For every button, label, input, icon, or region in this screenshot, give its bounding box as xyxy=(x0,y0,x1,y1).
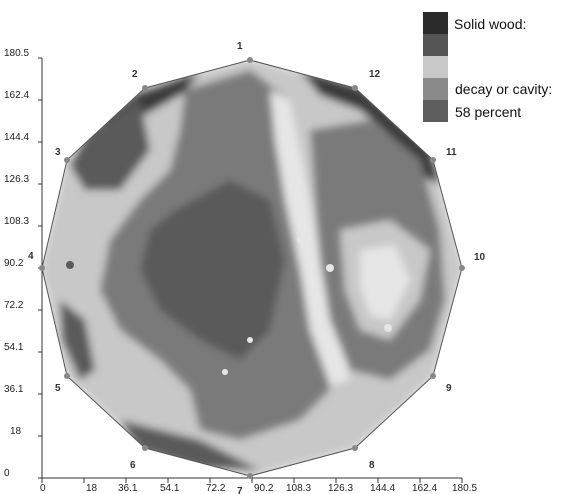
y-axis-ticks: 180.5 162.4 144.4 126.3 108.3 90.2 72.2 … xyxy=(4,48,42,479)
x-tick-label: 162.4 xyxy=(412,483,437,494)
legend-swatch xyxy=(423,12,448,34)
sensor-marker xyxy=(352,85,358,91)
sensor-label: 3 xyxy=(55,147,61,158)
sensor-marker xyxy=(247,57,253,63)
legend-swatch xyxy=(423,56,448,78)
sensor-labels: 1 2 3 4 5 6 7 8 9 10 11 12 xyxy=(28,41,486,494)
sensor-label: 12 xyxy=(369,69,381,80)
y-tick-label: 162.4 xyxy=(4,90,29,101)
sensor-marker xyxy=(64,157,70,163)
sensor-label: 7 xyxy=(237,486,243,494)
sensor-label: 1 xyxy=(237,41,243,52)
sensor-label: 11 xyxy=(446,147,457,158)
tomogram-cross-section xyxy=(42,60,462,476)
x-tick-label: 126.3 xyxy=(328,483,353,494)
sensor-marker xyxy=(39,265,45,271)
x-tick-label: 72.2 xyxy=(206,483,226,494)
sensor-markers xyxy=(39,57,465,479)
y-tick-label: 36.1 xyxy=(4,384,24,395)
legend-title: Solid wood: xyxy=(454,16,526,32)
y-tick-label: 90.2 xyxy=(4,258,24,269)
sensor-label: 9 xyxy=(446,383,452,394)
x-tick-label: 18 xyxy=(86,483,98,494)
x-tick-label: 108.3 xyxy=(286,483,311,494)
x-tick-label: 54.1 xyxy=(160,483,180,494)
y-tick-label: 144.4 xyxy=(4,132,29,143)
y-tick-label: 0 xyxy=(4,468,10,479)
sensor-marker xyxy=(430,373,436,379)
legend-percent: 58 percent xyxy=(455,104,521,120)
sensor-marker xyxy=(352,445,358,451)
sensor-marker xyxy=(247,473,253,479)
x-tick-label: 90.2 xyxy=(254,483,274,494)
sensor-marker xyxy=(64,373,70,379)
y-tick-label: 54.1 xyxy=(4,342,24,353)
legend: Solid wood: decay or cavity: 58 percent xyxy=(423,12,552,122)
sensor-marker xyxy=(142,445,148,451)
y-tick-label: 18 xyxy=(10,426,22,437)
legend-swatch xyxy=(423,34,448,56)
legend-swatch xyxy=(423,78,448,100)
x-tick-label: 36.1 xyxy=(118,483,138,494)
x-tick-label: 180.5 xyxy=(452,483,477,494)
sensor-label: 4 xyxy=(28,251,34,262)
y-tick-label: 180.5 xyxy=(4,48,29,59)
sensor-label: 10 xyxy=(474,252,486,263)
legend-decay-label: decay or cavity: xyxy=(455,81,552,97)
y-tick-label: 72.2 xyxy=(4,300,24,311)
sensor-marker xyxy=(142,85,148,91)
x-tick-label: 144.4 xyxy=(370,483,395,494)
x-tick-label: 0 xyxy=(40,483,46,494)
legend-swatch xyxy=(423,100,448,122)
y-tick-label: 126.3 xyxy=(4,174,29,185)
y-tick-label: 108.3 xyxy=(4,216,29,227)
sensor-label: 6 xyxy=(130,460,136,471)
x-axis-ticks: 0 18 36.1 54.1 72.2 90.2 108.3 126.3 144… xyxy=(40,478,477,494)
sensor-label: 2 xyxy=(132,69,138,80)
sensor-label: 5 xyxy=(55,383,61,394)
sensor-label: 8 xyxy=(369,460,375,471)
sensor-marker xyxy=(459,265,465,271)
sensor-marker xyxy=(430,157,436,163)
